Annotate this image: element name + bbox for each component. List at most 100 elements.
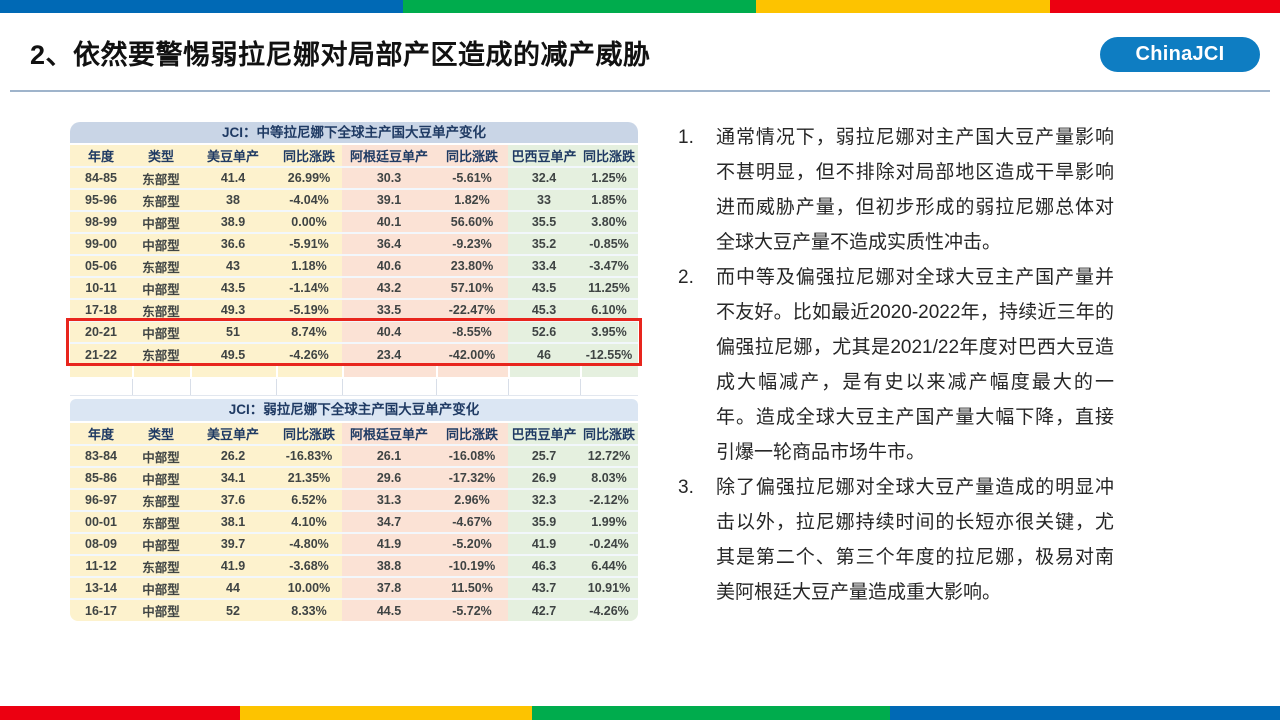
column-header: 巴西豆单产 — [508, 421, 580, 445]
table-medium-lanina-title: JCI：中等拉尼娜下全球主产国大豆单产变化 — [70, 122, 638, 143]
table-cell: 95-96 — [70, 188, 132, 211]
bar-segment-red — [0, 706, 240, 720]
table-cell: 中部型 — [132, 276, 190, 299]
brand-badge: ChinaJCI — [1100, 37, 1260, 72]
footer-cell — [70, 365, 132, 377]
table-row: 08-09 中部型 39.7 -4.80% 41.9 -5.20% 41.9 -0.24% — [70, 532, 638, 555]
footer-cell — [580, 365, 638, 377]
table-cell: 42.7 — [508, 598, 580, 621]
table-cell: 中部型 — [132, 576, 190, 599]
table-cell: 34.7 — [342, 510, 436, 533]
column-header: 巴西豆单产 — [508, 143, 580, 167]
table-cell: 23.4 — [342, 342, 436, 365]
footer-cell — [342, 365, 436, 377]
empty-cell — [190, 379, 276, 395]
table-cell: 33.5 — [342, 298, 436, 321]
table-cell: 38.8 — [342, 554, 436, 577]
table-cell: 10.00% — [276, 576, 342, 599]
footer-cell — [436, 365, 508, 377]
table-cell: 43.7 — [508, 576, 580, 599]
column-header: 同比涨跌 — [276, 143, 342, 167]
table-cell: 中部型 — [132, 466, 190, 489]
table-cell: 1.18% — [276, 254, 342, 277]
table-row: 84-85 东部型 41.4 26.99% 30.3 -5.61% 32.4 1.25% — [70, 166, 638, 189]
table-cell: 中部型 — [132, 320, 190, 343]
table-row: 99-00 中部型 36.6 -5.91% 36.4 -9.23% 35.2 -0.85% — [70, 232, 638, 255]
header-row: 年度 类型 美豆单产 同比涨跌 阿根廷豆单产 同比涨跌 巴西豆单产 同比涨跌 — [70, 421, 638, 445]
column-header: 类型 — [132, 421, 190, 445]
table-cell: -4.80% — [276, 532, 342, 555]
table-cell: 8.33% — [276, 598, 342, 621]
table-weak-lanina: JCI：弱拉尼娜下全球主产国大豆单产变化 年度 类型 美豆单产 同比涨跌 阿根廷豆单产同… — [70, 399, 638, 621]
column-header: 类型 — [132, 143, 190, 167]
bar-segment-green — [403, 0, 757, 13]
table-cell: -2.12% — [580, 488, 638, 511]
table-cell: 26.2 — [190, 444, 276, 467]
table-cell: 2.96% — [436, 488, 508, 511]
table-cell: 31.3 — [342, 488, 436, 511]
table-cell: 10-11 — [70, 276, 132, 299]
table-cell: 1.82% — [436, 188, 508, 211]
table-cell: 35.9 — [508, 510, 580, 533]
table-cell: 43.5 — [508, 276, 580, 299]
column-header: 同比涨跌 — [436, 421, 508, 445]
table-cell: 1.25% — [580, 166, 638, 189]
table-cell: 东部型 — [132, 166, 190, 189]
table-cell: -5.91% — [276, 232, 342, 255]
table-cell: 38 — [190, 188, 276, 211]
table-cell: 43.2 — [342, 276, 436, 299]
table-cell: 44.5 — [342, 598, 436, 621]
table-cell: -5.20% — [436, 532, 508, 555]
table-cell: 12.72% — [580, 444, 638, 467]
table-cell: 33.4 — [508, 254, 580, 277]
empty-cell — [70, 379, 132, 395]
column-header: 同比涨跌 — [580, 421, 638, 445]
table-medium-lanina-grid: 年度 类型 美豆单产 同比涨跌 阿根廷豆单产 同比涨跌 巴西豆单产 同比涨跌 84-85 东部型 4… — [70, 143, 638, 365]
top-color-bar — [0, 0, 1280, 13]
table-cell: 东部型 — [132, 298, 190, 321]
table-row: 85-86 中部型 34.1 21.35% 29.6 -17.32% 26.9 8.03% — [70, 466, 638, 489]
table-cell: 52.6 — [508, 320, 580, 343]
bar-segment-red — [1049, 0, 1280, 13]
table-cell: -4.26% — [580, 598, 638, 621]
note-number: 3. — [678, 477, 694, 498]
empty-cell — [508, 379, 580, 395]
table-row: 05-06 东部型 43 1.18% 40.6 23.80% 33.4 -3.47% — [70, 254, 638, 277]
table-cell: 98-99 — [70, 210, 132, 233]
table-cell: 41.9 — [342, 532, 436, 555]
table-cell: 26.99% — [276, 166, 342, 189]
bar-segment-blue — [889, 706, 1280, 720]
table-row: 98-99 中部型 38.9 0.00% 40.1 56.60% 35.5 3.80% — [70, 210, 638, 233]
column-header: 阿根廷豆单产 — [342, 421, 436, 445]
table-row: 20-21 中部型 51 8.74% 40.4 -8.55% 52.6 3.95% — [70, 320, 638, 343]
table-cell: 35.2 — [508, 232, 580, 255]
table-row: 83-84 中部型 26.2 -16.83% 26.1 -16.08% 25.7 12.72% — [70, 444, 638, 467]
table-cell: 46 — [508, 342, 580, 365]
table-cell: 11-12 — [70, 554, 132, 577]
table-cell: -4.04% — [276, 188, 342, 211]
table-cell: -5.61% — [436, 166, 508, 189]
table-weak-lanina-grid: 年度 类型 美豆单产 同比涨跌 阿根廷豆单产 同比涨跌 巴西豆单产 同比涨跌 83-84 中部型 2… — [70, 421, 638, 621]
table-footer-strip — [70, 365, 638, 377]
table-cell: 32.4 — [508, 166, 580, 189]
table-cell: 26.1 — [342, 444, 436, 467]
table-row: 00-01 东部型 38.1 4.10% 34.7 -4.67% 35.9 1.99% — [70, 510, 638, 533]
bottom-color-bar — [0, 706, 1280, 720]
table-cell: -8.55% — [436, 320, 508, 343]
table-cell: 中部型 — [132, 598, 190, 621]
note-item: 2. 而中等及偏强拉尼娜对全球大豆主产国产量并不友好。比如最近2020-2022… — [676, 260, 1114, 470]
table-cell: -42.00% — [436, 342, 508, 365]
table-cell: 16-17 — [70, 598, 132, 621]
note-text: 除了偏强拉尼娜对全球大豆产量造成的明显冲击以外，拉尼娜持续时间的长短亦很关键，尤… — [716, 477, 1114, 603]
table-cell: 8.74% — [276, 320, 342, 343]
table-cell: 11.50% — [436, 576, 508, 599]
table-cell: 52 — [190, 598, 276, 621]
table-cell: -10.19% — [436, 554, 508, 577]
table-cell: 3.80% — [580, 210, 638, 233]
empty-cell — [276, 379, 342, 395]
table-cell: 40.4 — [342, 320, 436, 343]
table-cell: 0.00% — [276, 210, 342, 233]
note-number: 1. — [678, 127, 694, 148]
table-cell: 13-14 — [70, 576, 132, 599]
table-cell: 37.6 — [190, 488, 276, 511]
